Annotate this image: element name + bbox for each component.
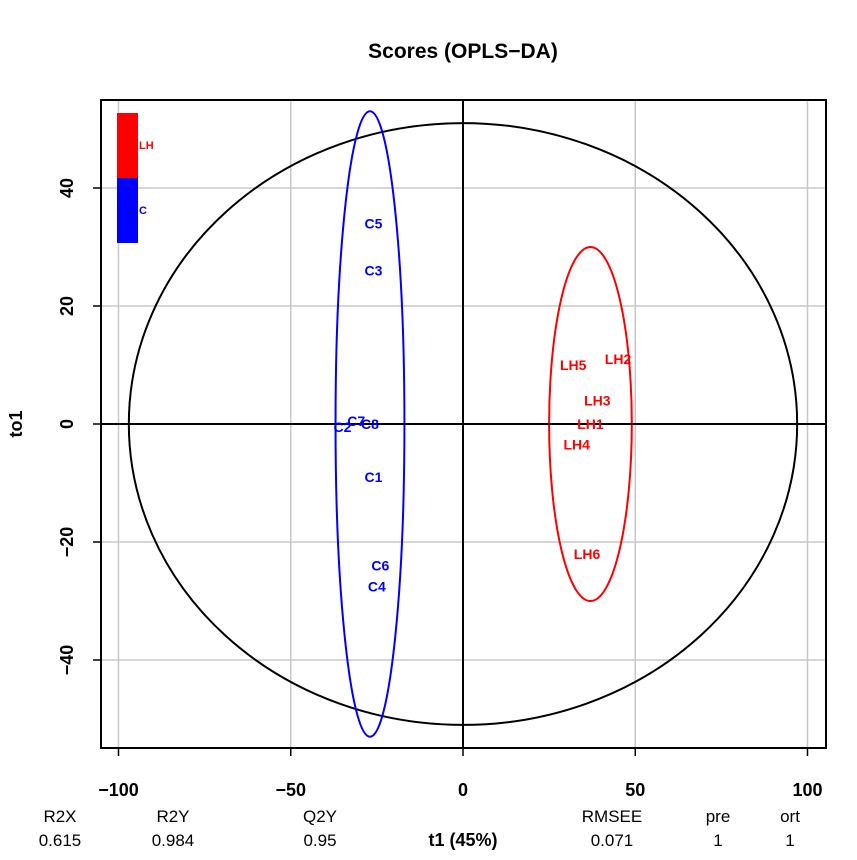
legend-label-LH: LH xyxy=(139,140,154,152)
legend: LH C xyxy=(117,113,154,243)
legend-label-C: C xyxy=(139,205,147,217)
point-label-C3: C3 xyxy=(364,263,382,279)
x-tick-label: −100 xyxy=(98,780,139,800)
stat-value-pre: 1 xyxy=(713,831,722,850)
y-tick-label: 0 xyxy=(57,419,77,429)
x-tick-label: 100 xyxy=(792,780,822,800)
model-stats: R2X 0.615 R2Y 0.984 Q2Y 0.95 RMSEE 0.071 pre 1 ort… xyxy=(39,807,800,850)
y-axis: −40 −20 0 20 40 xyxy=(57,178,101,675)
chart-title: Scores (OPLS−DA) xyxy=(368,40,558,63)
x-axis: −100 −50 0 50 100 xyxy=(98,748,823,800)
stat-name-Q2Y: Q2Y xyxy=(303,807,337,826)
zero-lines xyxy=(101,100,826,748)
stat-name-ort: ort xyxy=(780,807,800,826)
point-label-LH3: LH3 xyxy=(584,392,611,408)
y-tick-label: 40 xyxy=(57,178,77,198)
legend-swatch-LH xyxy=(117,113,138,178)
stat-name-R2Y: R2Y xyxy=(156,807,189,826)
stat-name-R2X: R2X xyxy=(43,807,76,826)
x-axis-label: t1 (45%) xyxy=(428,830,497,850)
point-label-C6: C6 xyxy=(371,558,389,574)
x-tick-label: 50 xyxy=(625,780,645,800)
legend-swatch-C xyxy=(117,178,138,243)
stat-name-RMSEE: RMSEE xyxy=(582,807,642,826)
stat-value-R2Y: 0.984 xyxy=(152,831,195,850)
point-label-C2: C2 xyxy=(333,419,351,435)
point-label-C8: C8 xyxy=(361,416,379,432)
x-tick-label: −50 xyxy=(275,780,306,800)
point-label-C4: C4 xyxy=(368,578,386,594)
point-label-LH5: LH5 xyxy=(560,357,587,373)
stat-value-ort: 1 xyxy=(785,831,794,850)
point-label-LH1: LH1 xyxy=(577,416,604,432)
stat-value-RMSEE: 0.071 xyxy=(591,831,634,850)
x-tick-label: 0 xyxy=(458,780,468,800)
y-tick-label: 20 xyxy=(57,296,77,316)
stat-value-Q2Y: 0.95 xyxy=(303,831,336,850)
y-tick-label: −20 xyxy=(57,527,77,558)
y-axis-label: to1 xyxy=(6,411,26,438)
point-label-LH2: LH2 xyxy=(605,351,632,367)
point-label-LH6: LH6 xyxy=(574,546,601,562)
point-label-C7: C7 xyxy=(347,413,365,429)
point-label-C5: C5 xyxy=(364,215,382,231)
point-label-C1: C1 xyxy=(364,469,382,485)
stat-value-R2X: 0.615 xyxy=(39,831,82,850)
stat-name-pre: pre xyxy=(706,807,731,826)
y-tick-label: −40 xyxy=(57,645,77,676)
point-label-LH4: LH4 xyxy=(563,437,590,453)
